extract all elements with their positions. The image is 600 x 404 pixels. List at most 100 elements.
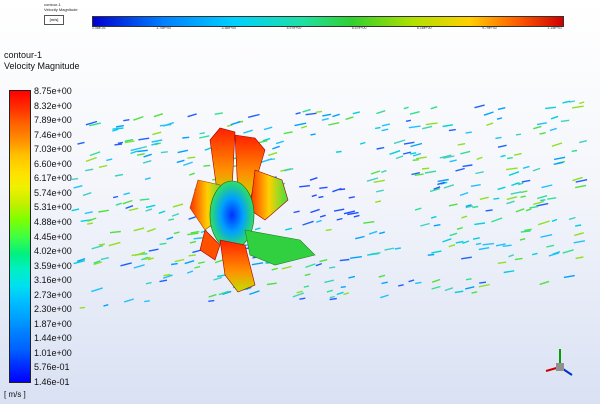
velocity-vector <box>71 208 80 212</box>
velocity-vector <box>553 161 564 165</box>
velocity-vector <box>208 299 215 302</box>
velocity-vector <box>145 204 156 209</box>
legend-units: [ m/s ] <box>4 390 26 399</box>
velocity-vector <box>112 195 119 199</box>
velocity-vector <box>335 150 342 153</box>
velocity-vector <box>82 192 92 197</box>
velocity-vector <box>461 256 472 260</box>
velocity-vector <box>187 156 196 159</box>
velocity-vector <box>133 264 145 269</box>
velocity-vector <box>460 150 471 155</box>
top-legend-unit: [m/s] <box>44 15 64 25</box>
velocity-vector <box>420 222 430 227</box>
velocity-vector <box>260 158 273 163</box>
velocity-vector <box>549 127 557 132</box>
velocity-vector <box>319 186 328 189</box>
velocity-vector <box>159 242 167 246</box>
velocity-vector <box>363 221 375 224</box>
velocity-vector <box>533 125 542 130</box>
velocity-vector <box>550 115 559 120</box>
velocity-vector <box>329 297 337 301</box>
velocity-vector <box>529 205 539 209</box>
velocity-vector <box>299 297 306 300</box>
velocity-vector <box>296 290 303 294</box>
velocity-vector <box>84 211 93 215</box>
velocity-vector <box>329 266 336 269</box>
velocity-vector <box>336 217 343 221</box>
velocity-vector <box>366 177 379 182</box>
velocity-vector <box>130 150 138 155</box>
velocity-vector <box>431 285 441 290</box>
velocity-vector <box>123 119 130 122</box>
velocity-vector <box>184 260 195 265</box>
velocity-vector <box>251 262 264 266</box>
velocity-vector <box>294 122 307 127</box>
velocity-vector <box>381 123 391 127</box>
velocity-vector <box>414 173 424 176</box>
velocity-vector <box>310 208 320 214</box>
legend-value-label: 1.44e+00 <box>34 333 72 344</box>
velocity-vector <box>437 178 449 183</box>
legend-value-label: 7.89e+00 <box>34 115 72 126</box>
velocity-vector <box>402 151 412 155</box>
velocity-vector <box>482 242 495 246</box>
velocity-vector <box>174 258 185 263</box>
legend-value-label: 1.46e-01 <box>34 377 70 387</box>
velocity-vector <box>329 295 335 299</box>
velocity-vector <box>108 241 121 247</box>
velocity-vector <box>208 293 217 298</box>
velocity-vector <box>198 261 205 264</box>
velocity-vector <box>497 107 506 111</box>
velocity-vector <box>502 244 512 247</box>
velocity-vector <box>520 230 531 233</box>
velocity-vector <box>103 304 109 307</box>
velocity-vector <box>142 160 152 164</box>
velocity-vector <box>403 141 415 145</box>
velocity-vector <box>379 231 385 235</box>
velocity-vector <box>324 279 335 284</box>
velocity-vector <box>553 156 566 161</box>
velocity-vector <box>508 171 520 177</box>
velocity-vector <box>315 262 323 267</box>
velocity-vector <box>425 122 438 126</box>
velocity-vector <box>115 202 122 206</box>
velocity-vector-scene <box>70 100 588 309</box>
velocity-vector <box>131 253 143 257</box>
velocity-vector <box>153 113 164 118</box>
velocity-vector <box>120 262 132 267</box>
velocity-vector <box>461 215 468 219</box>
velocity-vector <box>408 279 415 283</box>
velocity-vector <box>376 110 386 115</box>
velocity-vector <box>368 230 378 235</box>
velocity-vector <box>479 196 489 200</box>
velocity-vector <box>123 192 130 196</box>
velocity-vector <box>524 228 532 232</box>
velocity-vector <box>122 199 133 205</box>
velocity-vector <box>378 274 386 278</box>
velocity-vector <box>575 184 587 189</box>
velocity-vector <box>147 257 154 261</box>
velocity-vector <box>493 197 500 200</box>
velocity-vector <box>285 227 293 231</box>
velocity-vector <box>574 224 582 227</box>
velocity-vector <box>454 290 464 294</box>
velocity-vector <box>521 179 531 183</box>
velocity-vector <box>506 167 518 171</box>
velocity-vector <box>345 116 354 121</box>
velocity-vector <box>568 216 576 221</box>
velocity-vector <box>226 124 233 127</box>
velocity-vector <box>513 152 522 156</box>
velocity-vector <box>144 256 151 261</box>
velocity-vector <box>115 124 124 128</box>
velocity-vector <box>91 244 104 250</box>
velocity-vector <box>376 189 384 193</box>
velocity-vector <box>497 186 506 191</box>
velocity-vector <box>539 280 550 286</box>
velocity-vector <box>136 153 145 156</box>
velocity-vector <box>254 227 261 231</box>
velocity-vector <box>421 167 430 170</box>
velocity-vector <box>98 164 108 168</box>
velocity-vector <box>475 171 484 175</box>
velocity-vector <box>475 242 482 246</box>
